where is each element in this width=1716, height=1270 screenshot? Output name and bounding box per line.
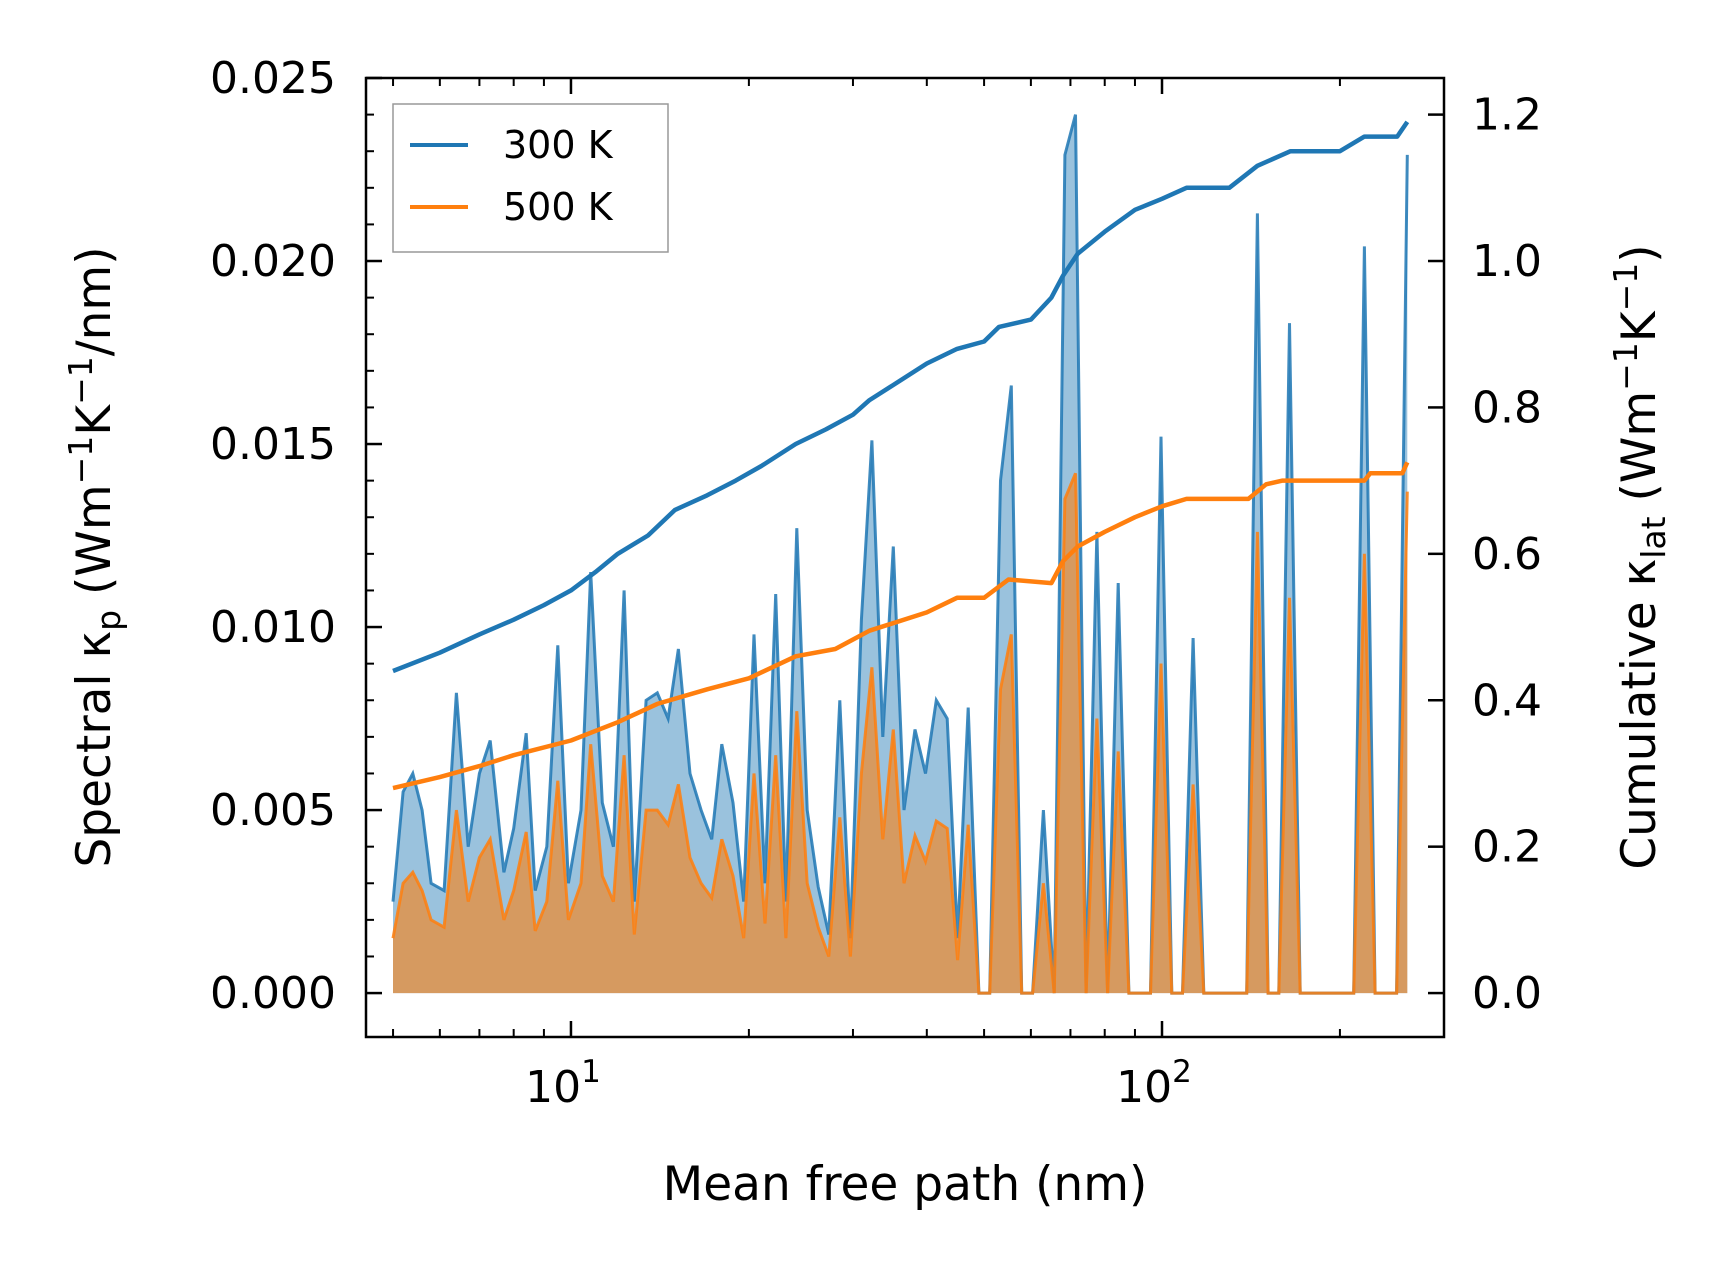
right-axis-title-units-open: (Wm bbox=[1612, 391, 1667, 517]
right-axis-title-sub: lat bbox=[1634, 516, 1673, 558]
left-axis-title-units-close: /nm) bbox=[67, 246, 122, 356]
left-axis-title: Spectral κp (Wm−1K−1/nm) bbox=[61, 246, 128, 867]
right-axis-title-sup2: −1 bbox=[1606, 263, 1645, 312]
x-tick-label-base: 10 bbox=[1116, 1062, 1172, 1113]
left-axis-title-sup1: −1 bbox=[61, 436, 100, 485]
right-axis: 0.0 0.2 0.4 0.6 0.8 1.0 1.2 bbox=[1428, 90, 1542, 1019]
right-axis-title: Cumulative κlat (Wm−1K−1) bbox=[1606, 244, 1673, 869]
right-tick-label: 1.2 bbox=[1472, 90, 1542, 141]
x-tick-label-exponent: 2 bbox=[1172, 1054, 1192, 1090]
right-tick-label: 0.4 bbox=[1472, 675, 1542, 726]
left-tick-label: 0.020 bbox=[210, 236, 336, 287]
spectral-area-500k bbox=[393, 473, 1408, 994]
left-axis: 0.000 0.005 0.010 0.015 0.020 0.025 bbox=[210, 53, 382, 1019]
right-tick-label: 0.2 bbox=[1472, 822, 1542, 873]
spectral-line-500k bbox=[391, 472, 1409, 995]
x-tick-label: 102 bbox=[1116, 1054, 1192, 1113]
legend-box bbox=[392, 103, 669, 253]
x-tick-label: 101 bbox=[525, 1054, 601, 1113]
right-axis-title-units-close: ) bbox=[1612, 244, 1667, 262]
left-axis-title-sub: p bbox=[89, 610, 128, 631]
right-tick-label: 0.8 bbox=[1472, 382, 1542, 433]
cumulative-line-300k bbox=[392, 120, 1410, 674]
left-tick-label: 0.025 bbox=[210, 53, 336, 104]
left-tick-label: 0.015 bbox=[210, 419, 336, 470]
cumulative-line-500k bbox=[392, 461, 1410, 791]
x-axis-title: Mean free path (nm) bbox=[663, 1157, 1148, 1212]
right-tick-label: 0.0 bbox=[1472, 968, 1542, 1019]
spectral-area-300k bbox=[393, 114, 1408, 994]
legend: 300 K 500 K bbox=[392, 103, 669, 253]
right-tick-label: 1.0 bbox=[1472, 236, 1542, 287]
x-axis: 101 102 bbox=[392, 78, 1445, 1113]
right-axis-title-prefix: Cumulative κ bbox=[1612, 559, 1667, 870]
right-axis-title-mid: K bbox=[1612, 310, 1667, 342]
axes-frame bbox=[364, 76, 1446, 1039]
x-tick-label-exponent: 1 bbox=[581, 1054, 601, 1090]
left-axis-title-sup2: −1 bbox=[61, 356, 100, 405]
x-tick-label-base: 10 bbox=[525, 1062, 581, 1113]
left-tick-label: 0.000 bbox=[210, 968, 336, 1019]
left-axis-title-mid: K bbox=[67, 404, 122, 436]
left-tick-label: 0.005 bbox=[210, 785, 336, 836]
left-axis-title-units-open: (Wm bbox=[67, 484, 122, 610]
plot-area bbox=[391, 114, 1410, 995]
right-tick-label: 0.6 bbox=[1472, 529, 1542, 580]
left-axis-title-prefix: Spectral κ bbox=[67, 631, 122, 868]
left-tick-label: 0.010 bbox=[210, 602, 336, 653]
right-axis-title-sup1: −1 bbox=[1606, 342, 1645, 391]
legend-label-300k: 300 K bbox=[503, 123, 614, 167]
legend-label-500k: 500 K bbox=[503, 185, 614, 229]
